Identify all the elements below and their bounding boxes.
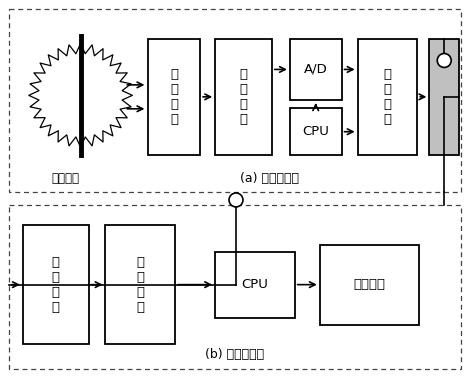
Text: 模: 模 [240, 68, 248, 81]
Text: 输: 输 [170, 68, 178, 81]
Bar [215, 252, 295, 318]
Bar [149, 39, 200, 155]
Bar [215, 39, 272, 155]
Text: 空心线圈: 空心线圈 [52, 172, 79, 184]
Bar [23, 225, 88, 344]
Circle shape [437, 54, 451, 67]
Text: 并: 并 [136, 271, 144, 284]
Bar [320, 245, 419, 324]
Bar [9, 9, 461, 192]
Text: (a) 高压端电路: (a) 高压端电路 [240, 172, 299, 184]
Bar [358, 39, 417, 155]
Text: 电: 电 [52, 271, 60, 284]
Text: 入: 入 [170, 84, 178, 96]
Text: 处: 处 [240, 98, 248, 111]
Circle shape [229, 193, 243, 207]
Text: CPU: CPU [302, 125, 329, 138]
Text: 电: 电 [384, 68, 392, 81]
Text: 光: 光 [52, 256, 60, 269]
Bar [105, 225, 175, 344]
Text: 转: 转 [384, 98, 392, 111]
Bar [429, 39, 459, 155]
Text: 换: 换 [136, 301, 144, 314]
Text: 拟: 拟 [240, 84, 248, 96]
Text: 转: 转 [52, 286, 60, 299]
Bar [290, 39, 342, 100]
Text: 串: 串 [136, 256, 144, 269]
Text: 冲: 冲 [170, 113, 178, 126]
Text: 相应接口: 相应接口 [353, 278, 385, 291]
Text: CPU: CPU [242, 278, 268, 291]
Text: 转: 转 [136, 286, 144, 299]
Text: (b) 低压端电路: (b) 低压端电路 [205, 348, 265, 361]
Text: 换: 换 [52, 301, 60, 314]
Text: 光: 光 [384, 84, 392, 96]
Text: 理: 理 [240, 113, 248, 126]
Text: 换: 换 [384, 113, 392, 126]
Bar [290, 108, 342, 155]
Text: A/D: A/D [304, 63, 328, 76]
Bar [9, 205, 461, 369]
Text: 缓: 缓 [170, 98, 178, 111]
